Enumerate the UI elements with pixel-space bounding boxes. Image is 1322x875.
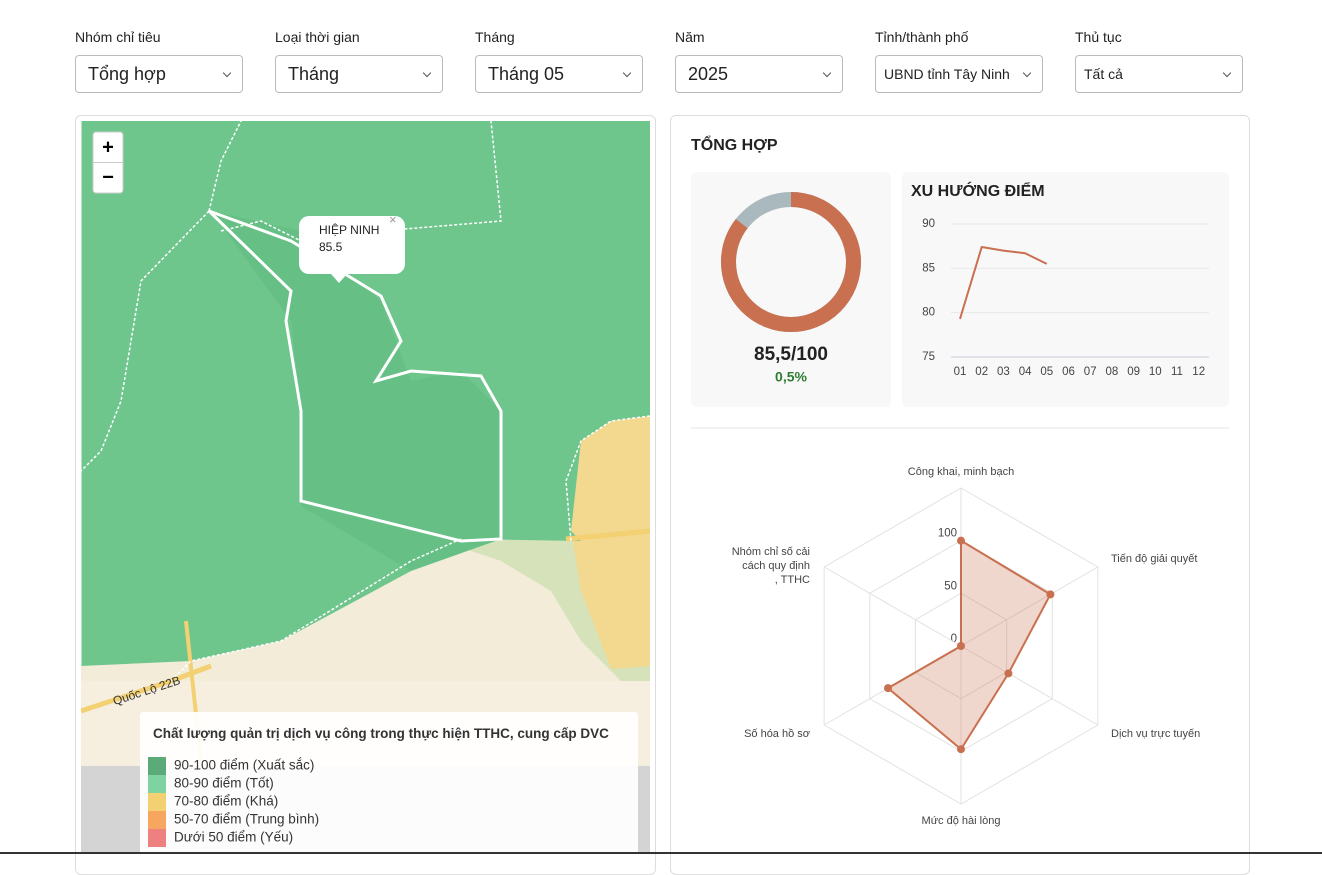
radar-tick-label: 50 — [944, 580, 957, 592]
x-tick-label: 06 — [1062, 366, 1075, 378]
filter-select[interactable]: Tháng 05 — [475, 55, 643, 93]
filter-select[interactable]: Tháng — [275, 55, 443, 93]
x-tick-label: 02 — [975, 366, 988, 378]
summary-panel: TỔNG HỢP XU HƯỚNG ĐIỂM 85,5/100 0,5% 75 8… — [670, 115, 1250, 875]
radar-axis-label: Công khai, minh bạch — [908, 466, 1014, 478]
filter-select[interactable]: Tổng hợp — [75, 55, 243, 93]
x-tick-label: 09 — [1127, 366, 1140, 378]
radar-tick-label: 0 — [951, 633, 957, 645]
summary: TỔNG HỢP XU HƯỚNG ĐIỂM 85,5/100 0,5% 75 8… — [691, 135, 1229, 827]
filter-label: Thủ tục — [1075, 29, 1122, 45]
radar-spoke — [960, 566, 1099, 647]
legend-title: Chất lượng quản trị dịch vụ công trong t… — [153, 726, 609, 741]
radar-axis-label: Số hóa hồ sơ — [744, 728, 810, 740]
radar-point — [957, 745, 965, 754]
donut-value — [721, 192, 861, 332]
radar-area — [886, 538, 1052, 751]
legend-swatch — [148, 811, 166, 829]
popup-name: HIỆP NINH — [319, 222, 379, 237]
legend-label: 80-90 điểm (Tốt) — [174, 776, 274, 791]
filter-select[interactable]: 2025 — [675, 55, 843, 93]
popup-value: 85.5 — [319, 240, 343, 254]
legend-label: 90-100 điểm (Xuất sắc) — [174, 758, 314, 773]
zoom-in[interactable]: + — [102, 136, 114, 158]
x-tick-label: 01 — [954, 366, 967, 378]
radar-axis-label: Nhóm chỉ số cải cách quy định, TTHC — [732, 546, 810, 586]
page: Nhóm chỉ tiêu Tổng hợp Loại thời gian Tháng… — [0, 0, 1322, 854]
bottom-bar — [0, 852, 1322, 854]
x-tick-label: 11 — [1171, 366, 1183, 378]
legend-swatch — [148, 757, 166, 775]
legend: 90-100 điểm (Xuất sắc) 80-90 điểm (Tốt) 70… — [148, 757, 319, 847]
y-tick-label: 80 — [922, 307, 935, 319]
filter-label: Loại thời gian — [275, 29, 360, 45]
legend-swatch — [148, 829, 166, 847]
legend-label: Dưới 50 điểm (Yếu) — [174, 830, 293, 845]
legend-swatch — [148, 793, 166, 811]
trend-line — [959, 245, 1048, 320]
x-tick-label: 04 — [1019, 366, 1032, 378]
radar-axis-label: Dịch vụ trực tuyến — [1111, 728, 1200, 740]
x-tick-label: 08 — [1106, 366, 1119, 378]
x-tick-label: 07 — [1084, 366, 1097, 378]
popup-close[interactable]: × — [389, 212, 397, 227]
filter-label: Tháng — [475, 29, 515, 45]
x-tick-label: 05 — [1040, 366, 1053, 378]
filter-label: Nhóm chỉ tiêu — [75, 29, 161, 45]
x-tick-label: 12 — [1192, 366, 1205, 378]
y-tick-label: 90 — [922, 218, 935, 230]
legend-swatch — [148, 775, 166, 793]
map: + − Quốc Lộ 22B × HIỆP NINH 85.5 Chất lư… — [81, 121, 650, 854]
trend-title: XU HƯỚNG ĐIỂM — [911, 181, 1045, 200]
score: 85,5/100 — [754, 344, 828, 365]
radar-spoke — [960, 645, 1099, 726]
radar-spoke — [823, 566, 962, 647]
radar-tick-label: 100 — [938, 528, 957, 540]
filter-label: Tỉnh/thành phố — [875, 29, 969, 45]
filter-select[interactable]: UBND tỉnh Tây Ninh — [875, 55, 1043, 93]
filter-label: Năm — [675, 29, 705, 45]
radar-point — [957, 642, 965, 650]
radar-point — [1004, 669, 1013, 678]
legend-label: 50-70 điểm (Trung bình) — [174, 812, 319, 827]
legend-label: 70-80 điểm (Khá) — [174, 794, 278, 809]
map-panel: + − Quốc Lộ 22B × HIỆP NINH 85.5 Chất lư… — [75, 115, 656, 875]
radar-point — [884, 684, 893, 693]
x-tick-label: 10 — [1149, 366, 1162, 378]
y-tick-label: 85 — [922, 262, 935, 274]
zoom-out[interactable]: − — [102, 166, 114, 188]
radar-point — [1046, 590, 1055, 599]
filter-select[interactable]: Tất cả — [1075, 55, 1243, 93]
radar-point — [957, 536, 965, 545]
y-tick-label: 75 — [922, 351, 935, 363]
radar-axis-label: Tiến độ giải quyết — [1111, 553, 1197, 565]
summary-title: TỔNG HỢP — [691, 135, 778, 154]
radar-axis-label: Mức độ hài lòng — [922, 815, 1001, 827]
x-tick-label: 03 — [997, 366, 1010, 378]
score-change: 0,5% — [775, 369, 807, 385]
